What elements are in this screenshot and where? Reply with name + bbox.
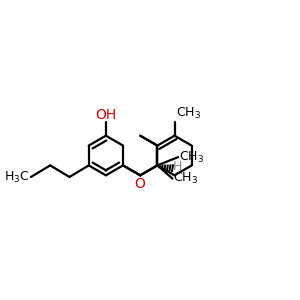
Text: OH: OH: [95, 108, 116, 122]
Text: CH$_3$: CH$_3$: [176, 106, 201, 121]
Text: CH$_3$: CH$_3$: [173, 171, 199, 186]
Text: O: O: [134, 177, 145, 191]
Text: CH$_3$: CH$_3$: [179, 150, 204, 165]
Text: H: H: [173, 160, 182, 173]
Text: H$_3$C: H$_3$C: [4, 169, 29, 184]
